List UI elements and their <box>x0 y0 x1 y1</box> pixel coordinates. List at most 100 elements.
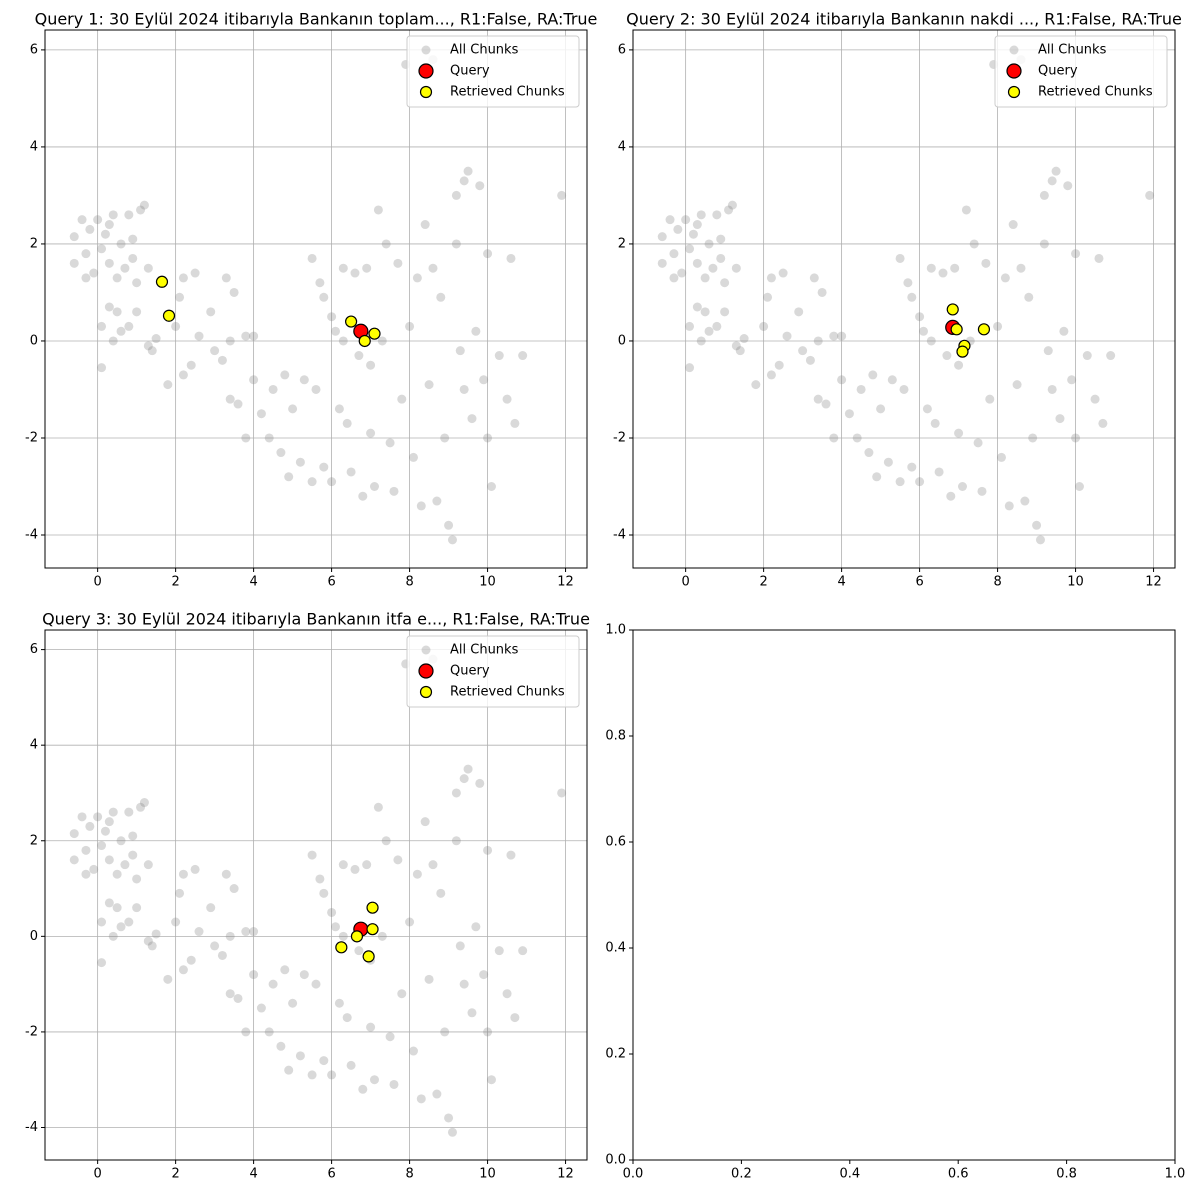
point <box>557 788 567 798</box>
point <box>724 205 734 215</box>
point <box>700 273 710 283</box>
point <box>463 764 473 774</box>
point <box>1047 176 1057 186</box>
legend-marker <box>418 63 434 79</box>
point <box>459 979 469 989</box>
x-tick-label: 0 <box>93 1167 101 1182</box>
legend-marker <box>1007 85 1021 99</box>
legend-marker <box>1006 63 1022 79</box>
point <box>124 807 134 817</box>
point <box>1090 394 1100 404</box>
legend-label: All Chunks <box>450 43 519 58</box>
point <box>794 307 804 317</box>
point <box>354 351 364 361</box>
point <box>128 850 138 860</box>
y-tick-label: -4 <box>613 528 626 543</box>
point <box>334 998 344 1008</box>
point <box>510 1013 520 1023</box>
axes-frame <box>44 629 588 1161</box>
point <box>424 380 434 390</box>
point <box>256 1003 266 1013</box>
x-tick-label: 0.0 <box>623 1167 644 1182</box>
point <box>1024 292 1034 302</box>
point <box>486 481 496 491</box>
point <box>299 970 309 980</box>
point <box>249 331 259 341</box>
legend-label: All Chunks <box>450 643 519 658</box>
point <box>366 360 376 370</box>
point <box>973 438 983 448</box>
point <box>373 205 383 215</box>
point <box>1074 481 1084 491</box>
x-tick-label: 0 <box>681 575 689 590</box>
point <box>342 1013 352 1023</box>
point <box>217 950 227 960</box>
y-tick-label: 6 <box>30 42 38 57</box>
legend: All Chunks Query Retrieved Chunks <box>994 35 1168 108</box>
point <box>692 258 702 268</box>
legend-label: Query <box>1038 64 1078 79</box>
point <box>284 1065 294 1075</box>
point <box>844 409 854 419</box>
point <box>268 384 278 394</box>
point <box>377 931 387 941</box>
point <box>459 774 469 784</box>
point <box>97 917 107 927</box>
point <box>368 327 381 340</box>
point <box>171 321 181 331</box>
chart-title: Query 3: 30 Eylül 2024 itibarıyla Bankan… <box>42 610 590 629</box>
point <box>120 263 130 273</box>
point <box>136 802 146 812</box>
point <box>128 831 138 841</box>
panel: 0.0 0.2 0.4 0.6 0.8 1.0 0.0 0.2 0.4 0.6 0.8 1.0 <box>605 623 1185 1182</box>
axes-frame <box>632 629 1176 1161</box>
point <box>774 360 784 370</box>
point <box>416 1094 426 1104</box>
point <box>720 307 730 317</box>
point <box>381 836 391 846</box>
point <box>817 287 827 297</box>
point <box>190 268 200 278</box>
point <box>346 467 356 477</box>
legend: All Chunks Query Retrieved Chunks <box>406 35 580 108</box>
point <box>124 321 134 331</box>
point <box>720 278 730 288</box>
point <box>104 220 114 230</box>
legend-box <box>406 35 580 108</box>
point <box>377 336 387 346</box>
point <box>727 200 737 210</box>
point <box>358 1084 368 1094</box>
x-tick-label: 0 <box>93 575 101 590</box>
point <box>766 370 776 380</box>
point <box>128 253 138 263</box>
point <box>249 970 259 980</box>
point <box>307 477 317 487</box>
legend-box <box>406 635 580 708</box>
point <box>471 922 481 932</box>
point <box>373 802 383 812</box>
point <box>358 334 371 348</box>
point <box>393 258 403 268</box>
point <box>479 375 489 385</box>
point <box>397 394 407 404</box>
point <box>766 273 776 283</box>
x-tick-label: 12 <box>557 1167 574 1182</box>
point <box>104 258 114 268</box>
y-tick-label: 0 <box>618 333 626 348</box>
point <box>210 346 220 356</box>
axes-frame <box>44 29 588 569</box>
point <box>93 215 103 225</box>
point <box>798 346 808 356</box>
point <box>338 931 348 941</box>
point <box>175 292 185 302</box>
point <box>1016 263 1026 273</box>
point <box>221 273 231 283</box>
point <box>330 922 340 932</box>
point <box>178 869 188 879</box>
point <box>763 292 773 302</box>
point <box>420 220 430 230</box>
point <box>1063 181 1073 191</box>
point <box>1098 418 1108 428</box>
point <box>829 433 839 443</box>
